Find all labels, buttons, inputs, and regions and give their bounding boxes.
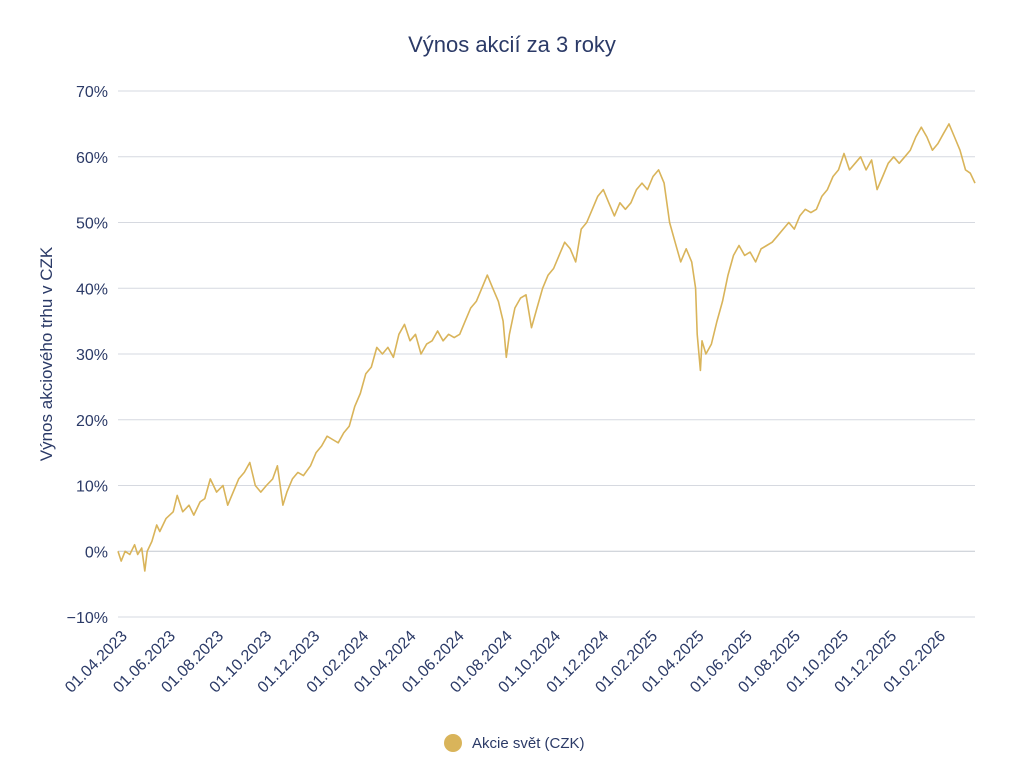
y-tick-label: −10%: [67, 610, 108, 627]
y-tick-label: 10%: [76, 479, 108, 496]
legend-swatch: [444, 734, 462, 752]
y-tick-label: 20%: [76, 413, 108, 430]
y-axis-title: Výnos akciového trhu v CZK: [37, 246, 56, 461]
gridlines: [118, 90, 975, 618]
legend-label: Akcie svět (CZK): [472, 735, 585, 752]
y-tick-label: 50%: [76, 216, 108, 233]
y-tick-label: 70%: [76, 84, 108, 101]
y-tick-label: 40%: [76, 281, 108, 298]
y-tick-label: 30%: [76, 347, 108, 364]
chart-title: Výnos akcií za 3 roky: [408, 32, 616, 57]
series-line: [117, 123, 976, 572]
y-tick-label: 60%: [76, 150, 108, 167]
series-layer: [117, 123, 976, 572]
y-tick-label: 0%: [85, 544, 108, 561]
x-axis-ticks: 01.04.202301.06.202301.08.202301.10.2023…: [62, 628, 949, 697]
y-axis-ticks: −10% 0% 10% 20% 30% 40% 50% 60% 70%: [67, 84, 108, 627]
legend: Akcie svět (CZK): [444, 734, 585, 752]
